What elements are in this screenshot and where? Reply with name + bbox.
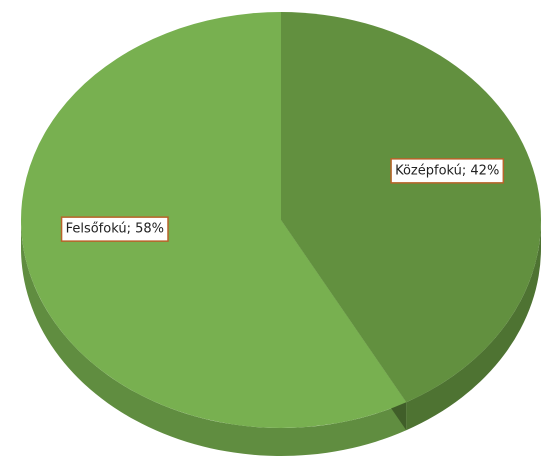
- data-label: Felsőfokú; 58%: [60, 216, 169, 242]
- slice: [21, 12, 407, 428]
- data-label: Középfokú; 42%: [390, 158, 505, 184]
- slice: [281, 12, 542, 403]
- label-box: [390, 158, 505, 184]
- label-text: Felsőfokú; 58%: [66, 222, 164, 237]
- label-box: [60, 216, 169, 242]
- slice-side: [21, 220, 407, 456]
- slice-side: [406, 220, 541, 431]
- label-text: Középfokú; 42%: [395, 163, 499, 178]
